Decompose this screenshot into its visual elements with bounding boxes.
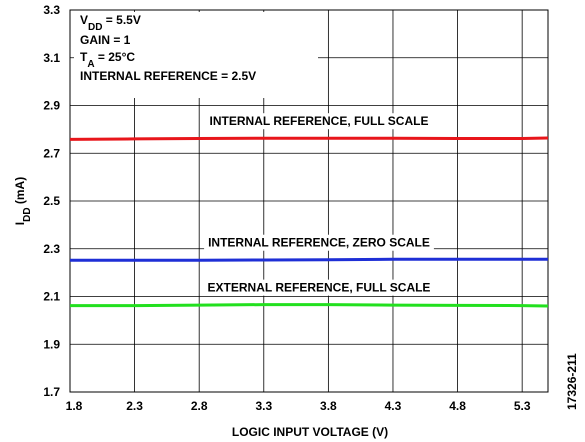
y-tick-label: 2.3: [43, 242, 60, 256]
x-tick-label: 2.8: [191, 399, 208, 413]
y-tick-label: 2.7: [43, 146, 60, 160]
y-tick-label: 1.9: [43, 337, 60, 351]
series-label-bg: [203, 279, 435, 296]
series-label: EXTERNAL REFERENCE, FULL SCALE: [208, 281, 431, 295]
condition-text: GAIN = 1: [80, 33, 131, 47]
condition-text-part: A: [87, 59, 94, 70]
condition-text: INTERNAL REFERENCE = 2.5V: [80, 69, 256, 83]
series-label-bg: [205, 113, 433, 130]
condition-text-part: INTERNAL REFERENCE = 2.5V: [80, 69, 256, 83]
condition-text-part: GAIN = 1: [80, 33, 131, 47]
x-tick-label: 4.3: [385, 399, 402, 413]
x-tick-label: 2.3: [126, 399, 143, 413]
y-tick-label: 2.5: [43, 194, 60, 208]
series-label: INTERNAL REFERENCE, ZERO SCALE: [208, 236, 430, 250]
y-tick-label: 3.1: [43, 51, 60, 65]
y-axis-label-part: (mA): [13, 177, 27, 208]
y-tick-label: 2.1: [43, 290, 60, 304]
y-axis-label: IDD (mA): [13, 177, 33, 225]
x-tick-label: 5.3: [514, 399, 531, 413]
series-label-bg: [204, 234, 434, 251]
figure-id: 17326-211: [565, 353, 579, 410]
condition-text-part: DD: [88, 22, 102, 33]
y-tick-label: 1.7: [43, 385, 60, 399]
y-tick-label: 2.9: [43, 99, 60, 113]
condition-text: TA = 25°C: [80, 50, 135, 70]
x-tick-label: 3.3: [255, 399, 272, 413]
condition-text-part: = 25°C: [95, 50, 136, 64]
condition-text: VDD = 5.5V: [80, 13, 141, 33]
condition-text-part: V: [80, 13, 88, 27]
condition-text-part: = 5.5V: [102, 13, 140, 27]
x-tick-label: 4.8: [449, 399, 466, 413]
plot-frame: [69, 9, 549, 393]
y-axis-label-part: DD: [22, 207, 33, 221]
y-axis-label-part: I: [13, 222, 27, 225]
x-tick-label: 1.8: [66, 399, 83, 413]
y-tick-label: 3.3: [43, 3, 60, 17]
x-tick-label: 3.8: [320, 399, 337, 413]
conditions-box: [74, 12, 318, 98]
series-label: INTERNAL REFERENCE, FULL SCALE: [210, 114, 429, 128]
x-axis-label: LOGIC INPUT VOLTAGE (V): [232, 425, 388, 439]
condition-text-part: T: [80, 50, 88, 64]
series-line: [70, 303, 549, 308]
series-line: [70, 257, 548, 262]
series-line: [69, 136, 549, 141]
